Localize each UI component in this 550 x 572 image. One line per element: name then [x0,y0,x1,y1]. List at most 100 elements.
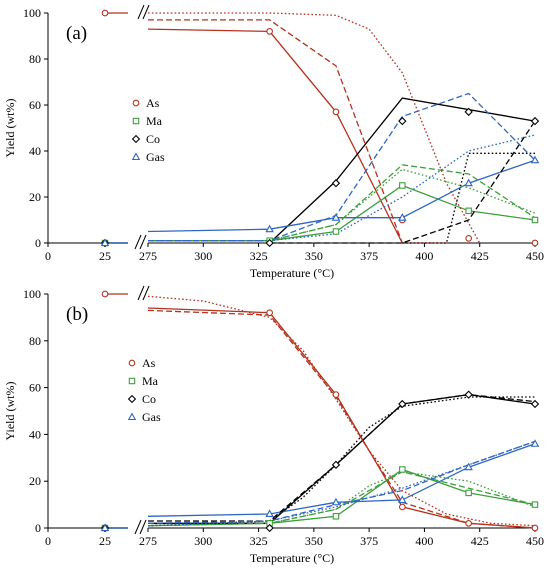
data-point-co [464,107,473,117]
series-line-dotted [147,396,535,527]
series-line-solid [148,184,536,242]
legend-label-gas: Gas [146,150,165,164]
series-line-dashed [269,120,536,244]
y-tick-label: 100 [23,6,41,20]
data-point-ma [399,466,406,473]
data-point-as [531,239,539,247]
y-tick-label: 80 [29,52,41,66]
y-tick-label: 100 [23,287,41,301]
x-tick-label: 425 [471,534,489,548]
data-point-co [331,460,341,469]
axis-break-marks [134,519,147,535]
y-tick-label: 20 [29,190,41,204]
x-tick-label: 0 [45,534,51,548]
y-tick-label: 80 [29,334,41,348]
data-point-gas [398,213,407,221]
y-tick-label: 20 [29,474,41,488]
data-point-ma [465,207,472,215]
y-axis-title: Yield (wt%) [3,99,17,158]
data-point-ma [332,513,340,520]
x-tick-label: 350 [305,534,323,548]
y-tick-label: 40 [29,144,41,158]
x-tick-label: 350 [305,249,323,263]
x-tick-label: 325 [250,534,268,548]
legend-marker-ma [132,117,140,125]
series-line-solid [147,28,403,244]
legend-marker-ma [128,377,136,385]
data-point-co [398,399,407,409]
series-line-solid [147,159,536,233]
x-tick-label: 275 [139,534,157,548]
data-point-gas [464,462,473,471]
data-point-as [465,235,473,242]
series-line-dotted [148,12,481,244]
x-tick-label: 375 [360,249,378,263]
data-point-gas [530,439,540,447]
legend-label-as: As [142,356,156,370]
legend-marker-gas [127,412,137,421]
chart-panel-b: 0 20 40 60 80 100 0 25 275 300 325 350 375 400 425 450 T… [3,285,544,565]
chart-panel-a: 0 20 40 60 80 100 0 25 275 300 325 350 375 400 425 450 T… [3,4,544,280]
x-tick-label: 450 [526,534,544,548]
data-point-ma [399,182,406,189]
data-point-ma [465,489,472,497]
series-line-dashed [148,92,536,242]
legend-marker-as [128,359,136,367]
panel-label: (a) [66,23,87,44]
x-tick-label: 450 [526,249,544,263]
data-point-gas [265,509,274,518]
series-line-solid [147,468,536,527]
x-tick-label: 425 [471,249,489,263]
panel-label: (b) [66,304,88,325]
data-point-as [531,524,539,532]
x-tick-label: 25 [99,534,111,548]
y-tick-label: 60 [29,98,41,112]
y-tick-label: 0 [35,236,41,250]
x-tick-label: 25 [99,249,111,263]
y-tick-label: 0 [35,521,41,535]
data-point-gas [331,213,341,221]
x-tick-label: 300 [194,249,212,263]
data-point-co [331,179,341,188]
legend-label-gas: Gas [142,410,161,424]
data-point-gas [530,155,540,164]
axis-break-marks [134,234,147,250]
data-point-co [464,390,473,399]
data-markers [100,290,540,533]
legend-marker-co [131,134,141,144]
legend-label-co: Co [142,392,156,406]
data-point-as [266,309,273,317]
data-point-as [465,519,473,527]
x-tick-label: 0 [45,249,51,263]
data-point-gas [398,495,407,503]
x-tick-label: 325 [250,249,268,263]
data-point-co [398,116,407,126]
data-point-ma [531,501,539,508]
series-line-dotted [147,471,536,527]
data-point-gas [331,497,341,506]
series-line-dashed [147,440,536,524]
data-markers [100,9,540,248]
data-point-gas [100,523,110,532]
data-point-as [332,108,340,116]
y-tick-label: 60 [29,381,41,395]
y-axis-title: Yield (wt%) [3,382,17,441]
data-point-gas [265,224,274,233]
series-line-dashed [147,471,536,527]
data-point-co [265,523,274,533]
data-point-as [101,290,109,298]
legend-label-co: Co [146,132,160,146]
y-tick-label: 40 [29,427,41,441]
series-line-dotted [147,295,536,527]
series-line-dotted [148,168,536,242]
x-tick-label: 300 [194,534,212,548]
legend-label-as: As [146,96,160,110]
legend-marker-as [132,99,140,107]
x-tick-label: 275 [139,249,157,263]
data-point-gas [464,178,473,187]
x-tick-label: 400 [415,534,433,548]
data-point-ma [332,228,340,235]
legend-marker-gas [131,152,141,161]
data-point-ma [531,216,539,224]
data-point-co [530,116,540,126]
